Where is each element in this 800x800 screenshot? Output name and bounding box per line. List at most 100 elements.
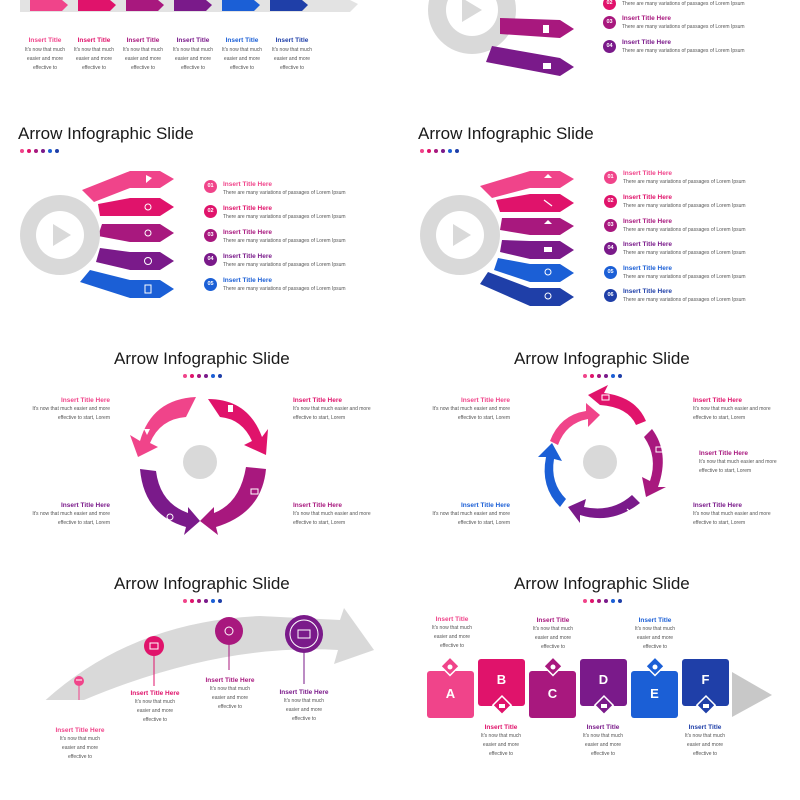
item-3-text: It's now that much easier and more effect…	[699, 459, 777, 474]
item-b-title: Insert Title	[484, 724, 518, 731]
item-4-text: It's now that much easier and more effect…	[693, 511, 771, 526]
link-icon	[601, 704, 607, 708]
curved-arrow-graphic	[45, 608, 374, 700]
item-1-text: There are many variations of passages of…	[223, 190, 346, 196]
slide-title: Arrow Infographic Slide	[114, 574, 290, 593]
badge-01: 01	[604, 171, 617, 184]
badge-04: 04	[604, 242, 617, 255]
search-icon	[544, 268, 552, 276]
block-b-letter: B	[496, 672, 507, 687]
item-5-text: There are many variations of passages of…	[623, 274, 746, 280]
cloud-icon	[652, 664, 658, 670]
item-3-title: Insert Title Here	[622, 15, 672, 22]
item-c-text: It's now that much easier and more effecti…	[532, 626, 574, 650]
item-2-text: It's now that much easier and more effect…	[293, 406, 371, 421]
item-4-title: Insert Title Here	[279, 689, 329, 696]
item-1-title: Insert Title Here	[460, 397, 510, 404]
slide-3[interactable]: Arrow Infographic Slide 01 Insert Title …	[0, 112, 400, 337]
item-1-text: It's now that much easier and more effecti…	[59, 736, 101, 760]
umbrella-alt-icon	[544, 220, 552, 224]
item-1-title: Insert Title Here	[55, 727, 105, 734]
hourglass-icon	[144, 429, 150, 435]
item-1-title: Insert Title	[28, 37, 62, 44]
item-4-title: Insert Title Here	[623, 241, 673, 248]
chart-icon	[499, 704, 505, 708]
tools-icon	[626, 508, 635, 516]
slide-7[interactable]: Arrow Infographic Slide Insert Title Her…	[0, 562, 400, 787]
laptop-icon	[551, 506, 560, 513]
item-b-text: It's now that much easier and more effecti…	[480, 733, 522, 757]
item-4-title: Insert Title Here	[223, 253, 273, 260]
item-3-text: There are many variations of passages of…	[223, 238, 346, 244]
step-blocks-graphic	[427, 656, 772, 718]
block-e-letter: E	[650, 686, 659, 701]
item-3-text: There are many variations of passages of…	[623, 227, 746, 233]
item-6-text: It's now that much easier and more effecti…	[271, 47, 313, 71]
item-2-title: Insert Title Here	[223, 205, 273, 212]
circle-arrows-graphic	[428, 0, 574, 76]
slide-title: Arrow Infographic Slide	[514, 349, 690, 368]
block-a-letter: A	[445, 686, 456, 701]
item-2-text: There are many variations of passages of…	[622, 1, 745, 7]
item-1-text: There are many variations of passages of…	[623, 179, 746, 185]
color-dots	[583, 374, 622, 378]
slide-6[interactable]: Arrow Infographic Slide Insert Title Her…	[400, 337, 800, 562]
item-3-text: It's now that much easier and more effecti…	[122, 47, 164, 71]
item-5-title: Insert Title Here	[223, 277, 273, 284]
arrow-fan-graphic	[20, 171, 174, 298]
item-6-title: Insert Title	[275, 37, 309, 44]
chart-icon	[601, 394, 610, 401]
item-2-title: Insert Title	[77, 37, 111, 44]
badge-04: 04	[204, 253, 217, 266]
slide-title: Arrow Infographic Slide	[114, 349, 290, 368]
item-f-text: It's now that much easier and more effecti…	[684, 733, 726, 757]
badge-06: 06	[604, 289, 617, 302]
badge-01: 01	[204, 180, 217, 193]
rocket-icon	[146, 175, 152, 183]
slide-5[interactable]: Arrow Infographic Slide Insert Title Her…	[0, 337, 400, 562]
item-4-text: It's now that much easier and more effecti…	[283, 698, 325, 722]
item-3-title: Insert Title Here	[699, 450, 749, 457]
item-5-title: Insert Title	[225, 37, 259, 44]
block-d-letter: D	[598, 672, 609, 687]
item-4-title: Insert Title Here	[693, 502, 743, 509]
color-dots	[20, 149, 59, 153]
item-e-title: Insert Title	[638, 617, 672, 624]
item-1-text: It's now that much easier and more effect…	[32, 406, 110, 421]
slide-8[interactable]: Arrow Infographic Slide A B C D E F Inse…	[400, 562, 800, 787]
brain-icon	[224, 626, 234, 636]
item-2-text: It's now that much easier and more effect…	[693, 406, 771, 421]
badge-02: 02	[204, 205, 217, 218]
item-3-title: Insert Title	[126, 37, 160, 44]
item-3-title: Insert Title Here	[205, 677, 255, 684]
item-2-title: Insert Title Here	[293, 397, 343, 404]
block-f-letter: F	[701, 672, 710, 687]
item-5-title: Insert Title Here	[623, 265, 673, 272]
item-a-text: It's now that much easier and more effecti…	[431, 625, 473, 649]
search-icon	[144, 203, 152, 211]
tools-icon	[543, 199, 553, 207]
item-2-text: It's now that much easier and more effecti…	[134, 699, 176, 723]
item-4-text: It's now that much easier and more effect…	[293, 511, 371, 526]
trophy-icon	[228, 405, 233, 412]
arrow-fan-graphic	[420, 171, 574, 306]
item-5-title: Insert Title Here	[460, 502, 510, 509]
item-4-title: Insert Title	[176, 37, 210, 44]
badge-05: 05	[604, 266, 617, 279]
item-2-title: Insert Title Here	[623, 194, 673, 201]
mobile-icon	[144, 284, 152, 294]
zoom-icon	[544, 292, 552, 300]
slide-4[interactable]: Arrow Infographic Slide 01 Insert Title …	[400, 112, 800, 337]
color-dots	[183, 374, 222, 378]
badge-03: 03	[204, 229, 217, 242]
code-icon	[250, 488, 259, 495]
item-4-title: Insert Title Here	[293, 502, 343, 509]
item-1-title: Insert Title Here	[60, 397, 110, 404]
item-5-text: It's now that much easier and more effect…	[432, 511, 510, 526]
item-4-text: There are many variations of passages of…	[223, 262, 346, 268]
item-3-text: It's now that much easier and more effect…	[32, 511, 110, 526]
item-2-text: There are many variations of passages of…	[223, 214, 346, 220]
car-icon	[149, 642, 159, 650]
item-e-text: It's now that much easier and more effecti…	[634, 626, 676, 650]
ribbon-arrow-graphic	[20, 0, 358, 12]
